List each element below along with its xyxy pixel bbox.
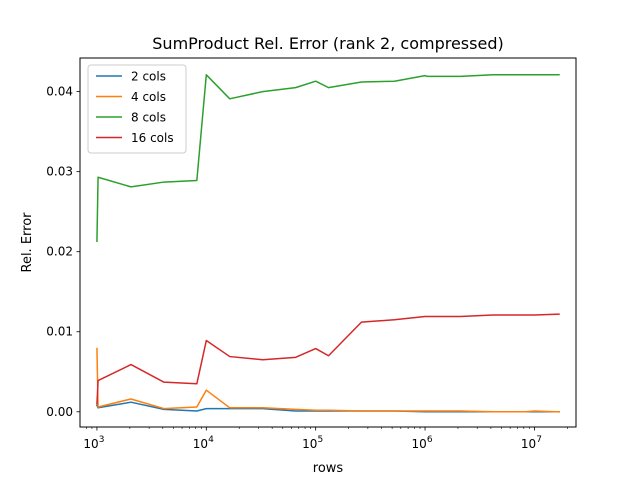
legend-box bbox=[87, 64, 187, 154]
legend-label-0: 2 cols bbox=[131, 70, 166, 84]
series-line-3 bbox=[96, 313, 560, 405]
x-tick-label-1: 104 bbox=[193, 435, 214, 451]
x-tick-label-2: 105 bbox=[302, 435, 323, 451]
x-tick-label-0: 103 bbox=[83, 435, 104, 451]
chart-title: SumProduct Rel. Error (rank 2, compresse… bbox=[152, 34, 503, 53]
y-axis: 0.00 0.01 0.02 0.03 0.04 bbox=[46, 85, 80, 419]
legend: 2 cols 4 cols 8 cols 16 cols bbox=[87, 64, 187, 154]
y-tick-label-1: 0.01 bbox=[46, 325, 73, 339]
legend-label-2: 8 cols bbox=[131, 111, 166, 125]
x-axis: 103 104 105 106 107 bbox=[83, 427, 568, 451]
x-axis-label: rows bbox=[313, 461, 344, 476]
y-tick-label-2: 0.02 bbox=[46, 245, 73, 259]
x-tick-label-4: 107 bbox=[521, 435, 542, 451]
series-line-1 bbox=[96, 347, 560, 413]
y-tick-label-0: 0.00 bbox=[46, 405, 73, 419]
y-tick-label-3: 0.03 bbox=[46, 165, 73, 179]
series-layer bbox=[95, 74, 560, 413]
y-tick-label-4: 0.04 bbox=[46, 85, 73, 99]
y-axis-label: Rel. Error bbox=[20, 212, 35, 273]
legend-label-1: 4 cols bbox=[131, 90, 166, 104]
plot-frame bbox=[79, 57, 577, 428]
series-line-2 bbox=[96, 74, 560, 243]
x-tick-label-3: 106 bbox=[412, 435, 433, 451]
legend-label-3: 16 cols bbox=[131, 131, 174, 145]
